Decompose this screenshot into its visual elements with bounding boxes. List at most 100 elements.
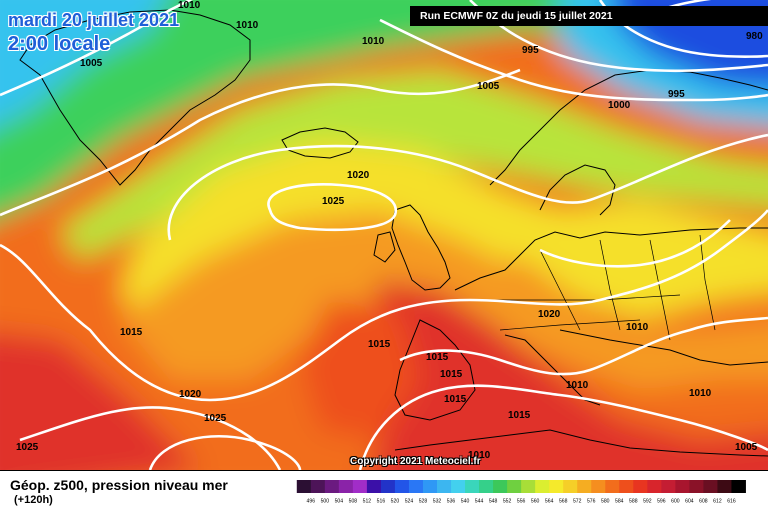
legend-swatch [591, 480, 606, 493]
legend-tick-label: 532 [433, 498, 442, 504]
legend-footer: Géop. z500, pression niveau mer (+120h) … [0, 470, 768, 512]
field-cyan-west [0, 0, 165, 125]
legend-swatch [310, 480, 326, 493]
legend-swatch [521, 480, 536, 493]
legend-swatch [647, 480, 662, 493]
isobar [0, 0, 193, 97]
legend-tick-label: 548 [489, 498, 498, 504]
isobar-labels: 1010 1010 1010 1005 995 980 1005 995 100… [16, 0, 763, 461]
isobar-label: 995 [522, 45, 539, 56]
legend-tick-label: 596 [657, 498, 666, 504]
isobar-label: 1010 [689, 388, 712, 399]
continent-coast [394, 227, 768, 421]
legend-swatch [717, 480, 732, 493]
isobar-label: 1015 [508, 410, 531, 421]
legend-tick-label: 552 [503, 498, 512, 504]
copyright-text: Copyright 2021 Meteociel.fr [350, 456, 481, 467]
isobar-label: 980 [746, 31, 763, 42]
isobar [19, 406, 282, 470]
isobar [167, 133, 768, 241]
legend-tick-label: 500 [321, 498, 330, 504]
legend-tick-label: 584 [615, 498, 624, 504]
isobar [267, 183, 398, 232]
legend-tick-label: 536 [447, 498, 456, 504]
legend-swatch [352, 480, 368, 493]
isobar-label: 1015 [426, 352, 449, 363]
isobar-label: 1010 [362, 36, 385, 47]
isobar-label: 1010 [468, 450, 491, 461]
color-scale-legend: 496 500 504 508 512 516 520 524 528 532 536 540 544 5… [296, 480, 746, 504]
legend-swatch [619, 480, 634, 493]
legend-tick-label: 608 [699, 498, 708, 504]
isobar-label: 1025 [16, 442, 39, 453]
legend-swatch [366, 480, 382, 493]
legend-tick-label: 616 [727, 498, 736, 504]
legend-swatch [451, 480, 466, 493]
legend-tick-label: 568 [559, 498, 568, 504]
legend-swatch [296, 480, 312, 493]
run-info-banner: Run ECMWF 0Z du jeudi 15 juillet 2021 [410, 6, 768, 26]
legend-swatch [549, 480, 564, 493]
legend-swatch [338, 480, 354, 493]
forecast-lead-time: (+120h) [14, 494, 53, 506]
legend-tick-label: 528 [419, 498, 428, 504]
legend-tick-label: 592 [643, 498, 652, 504]
legend-swatch [535, 480, 550, 493]
isobar [0, 209, 768, 402]
legend-tick-label: 604 [685, 498, 694, 504]
legend-tick-label: 556 [517, 498, 526, 504]
scandinavia-coast [489, 69, 768, 216]
legend-swatch [465, 480, 480, 493]
legend-tick-label: 600 [671, 498, 680, 504]
legend-swatch [324, 480, 340, 493]
legend-swatch [437, 480, 452, 493]
legend-swatch [703, 480, 718, 493]
legend-swatch [394, 480, 410, 493]
isobar [148, 434, 302, 470]
isobar-label: 1025 [322, 196, 345, 207]
isobar-label: 1010 [626, 322, 649, 333]
legend-tick-label: 508 [349, 498, 358, 504]
legend-swatch [408, 480, 424, 493]
isobar [379, 18, 768, 102]
legend-tick-label: 516 [377, 498, 386, 504]
legend-swatch [577, 480, 592, 493]
field-red-west [0, 333, 200, 470]
legend-tick-label: 520 [391, 498, 400, 504]
legend-tick-label: 496 [307, 498, 316, 504]
field-red-med [360, 280, 768, 470]
legend-tick-label: 504 [335, 498, 344, 504]
legend-swatch [422, 480, 438, 493]
isobar [0, 68, 521, 217]
country-borders [480, 234, 716, 341]
isobar-label: 1010 [178, 0, 201, 11]
isobar-label: 1015 [440, 369, 463, 380]
isobar-label: 1020 [179, 389, 202, 400]
legend-tick-label: 564 [545, 498, 554, 504]
isobar-label: 1005 [477, 81, 500, 92]
north-africa-coast [394, 429, 768, 457]
legend-tick-label: 540 [461, 498, 470, 504]
british-isles-coast [373, 204, 451, 291]
legend-tick-label: 524 [405, 498, 414, 504]
legend-tick-label: 512 [363, 498, 372, 504]
forecast-date: mardi 20 juillet 2021 [8, 10, 180, 30]
isobar-label: 1010 [236, 20, 259, 31]
legend-tick-label: 580 [601, 498, 610, 504]
legend-swatch [731, 480, 746, 493]
isobar-label: 1020 [538, 309, 561, 320]
legend-swatch [605, 480, 620, 493]
legend-tick-label: 588 [629, 498, 638, 504]
isobar-label: 1015 [368, 339, 391, 350]
legend-swatch [675, 480, 690, 493]
isobar-label: 1015 [120, 327, 143, 338]
forecast-map: 1010 1010 1010 1005 995 980 1005 995 100… [0, 0, 768, 470]
legend-swatch [563, 480, 578, 493]
isobar-label: 1010 [566, 380, 589, 391]
legend-tick-label: 560 [531, 498, 540, 504]
legend-swatch [493, 480, 508, 493]
isobar [539, 219, 731, 268]
legend-swatch [479, 480, 494, 493]
field-green [0, 0, 768, 218]
